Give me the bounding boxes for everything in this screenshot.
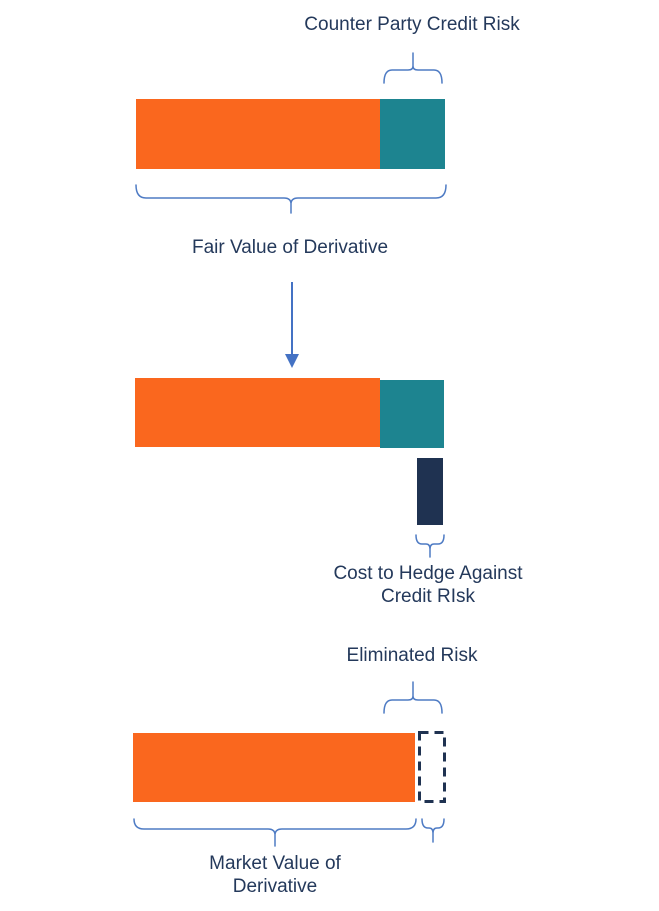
down-arrow-icon — [285, 282, 299, 368]
bar1-market-value-segment — [136, 99, 380, 169]
arrow-head — [285, 354, 299, 368]
bar3-market-value-segment — [133, 733, 415, 802]
brace-hedge-cost — [415, 534, 445, 558]
brace-path — [135, 184, 447, 214]
eliminated-risk-dashed-box — [418, 731, 446, 803]
brace-path — [383, 681, 443, 714]
label-market-value-line1: Market Value of — [209, 853, 341, 874]
brace-market-value — [133, 818, 417, 847]
brace-path — [415, 534, 445, 558]
brace-fair-value — [135, 184, 447, 214]
brace-eliminated-risk — [383, 681, 443, 714]
hedge-cost-bar — [417, 458, 443, 525]
brace-path — [421, 818, 445, 843]
label-market-value: Market Value of Derivative — [209, 852, 341, 898]
bar2-credit-risk-segment — [380, 380, 444, 448]
label-eliminated-risk: Eliminated Risk — [346, 645, 478, 666]
label-market-value-line2: Derivative — [232, 876, 318, 897]
brace-counter-party-risk — [383, 52, 443, 84]
label-cost-to-hedge-line2: Credit RIsk — [381, 586, 475, 607]
label-fair-value-of-derivative: Fair Value of Derivative — [191, 237, 389, 258]
label-cost-to-hedge-line1: Cost to Hedge Against — [333, 563, 523, 584]
label-counter-party-credit-risk: Counter Party Credit Risk — [304, 14, 520, 35]
brace-path — [133, 818, 417, 847]
label-cost-to-hedge: Cost to Hedge Against Credit RIsk — [333, 562, 522, 608]
bar1-credit-risk-segment — [380, 99, 445, 169]
brace-dashed-box — [421, 818, 445, 843]
bar2-market-value-segment — [135, 378, 380, 447]
brace-path — [383, 52, 443, 84]
